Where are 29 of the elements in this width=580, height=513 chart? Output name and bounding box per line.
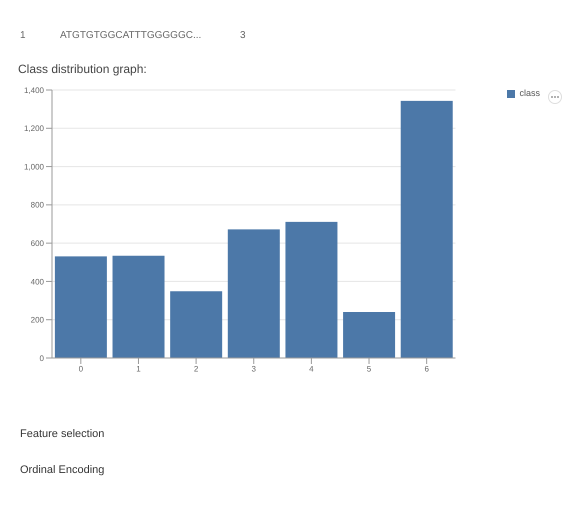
- y-tick-label: 200: [30, 316, 45, 325]
- bar: [112, 256, 165, 358]
- bar: [170, 291, 222, 358]
- x-tick-label: 0: [78, 364, 84, 374]
- legend-label: class: [519, 88, 540, 98]
- text: 3: [240, 30, 246, 43]
- x-tick-label: 3: [252, 364, 257, 374]
- chart-title: Class distribution graph:: [17, 61, 148, 78]
- x-tick-label: 2: [194, 364, 199, 374]
- y-tick-label: 0: [40, 354, 45, 363]
- x-tick-label: 4: [309, 364, 314, 374]
- text: 1: [20, 30, 27, 43]
- y-tick-label: 1,200: [24, 124, 45, 134]
- y-tick-label: 1,400: [24, 86, 45, 95]
- x-tick-label: 5: [366, 364, 372, 374]
- x-tick-label: 1: [136, 364, 142, 374]
- bar: [400, 100, 453, 358]
- y-tick-label: 800: [30, 200, 45, 210]
- x-tick-label: 6: [424, 364, 430, 374]
- bar: [228, 229, 280, 358]
- bar: [285, 222, 338, 358]
- text: Feature selection: [19, 427, 106, 440]
- text: Ordinal Encoding: [19, 463, 106, 476]
- text: ATGTGTGGCATTTGGGGGC...: [60, 30, 202, 43]
- y-tick-label: 1,000: [24, 162, 45, 172]
- bar: [343, 312, 396, 358]
- y-tick-label: 400: [30, 277, 45, 286]
- y-tick-label: 600: [30, 238, 45, 248]
- bar: [54, 256, 107, 358]
